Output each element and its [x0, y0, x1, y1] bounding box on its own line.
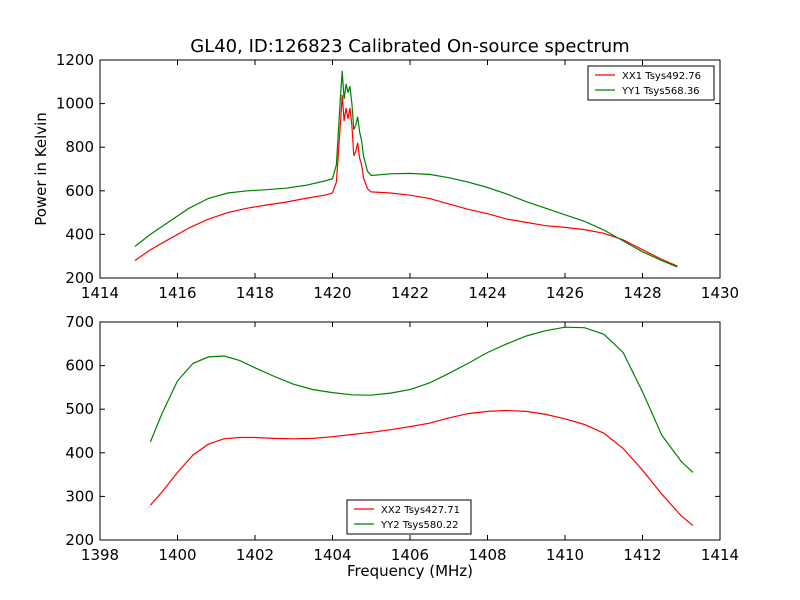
x-tick-label: 1402 — [236, 546, 274, 564]
x-tick-label: 1426 — [546, 284, 584, 302]
x-tick-label: 1398 — [81, 546, 119, 564]
x-tick-label: 1408 — [468, 546, 506, 564]
figure-title: GL40, ID:126823 Calibrated On-source spe… — [190, 36, 629, 57]
y-tick-label: 600 — [65, 182, 94, 200]
y-tick-label: 500 — [65, 400, 94, 418]
x-tick-label: 1400 — [158, 546, 196, 564]
series-line-xx-2 — [149, 409, 694, 527]
series-line-yy-2 — [149, 326, 694, 473]
x-axis-label: Frequency (MHz) — [347, 562, 473, 580]
y-tick-label: 600 — [65, 357, 94, 375]
x-tick-label: 1406 — [391, 546, 429, 564]
y-tick-label: 700 — [65, 313, 94, 331]
series-line-xx-1 — [134, 94, 678, 267]
legend-box — [587, 65, 715, 101]
x-tick-label: 1404 — [313, 546, 351, 564]
legend-box — [346, 499, 472, 535]
legend: XX2 Tsys427.71 YY2 Tsys580.22 — [346, 499, 472, 535]
legend-label: YY2 Tsys580.22 — [380, 520, 459, 531]
y-tick-label: 1200 — [56, 51, 94, 69]
x-tick-label: 1424 — [468, 284, 506, 302]
legend: XX1 Tsys492.76 YY1 Tsys568.36 — [587, 65, 715, 101]
y-axis-label: Power in Kelvin — [32, 112, 50, 226]
legend-label: YY1 Tsys568.36 — [621, 86, 700, 97]
x-tick-label: 1414 — [81, 284, 119, 302]
y-tick-label: 200 — [65, 269, 94, 287]
bottom-plot: 1398 1400 1402 1404 1406 1408 1410 1412 1414 200 3… — [65, 313, 739, 580]
x-tick-label: 1422 — [391, 284, 429, 302]
x-tick-label: 1410 — [546, 546, 584, 564]
y-tick-label: 200 — [65, 531, 94, 549]
top-plot: 1414 1416 1418 1420 1422 1424 1426 1428 1430 200 4… — [32, 51, 739, 302]
x-tick-label: 1430 — [701, 284, 739, 302]
x-tick-label: 1412 — [623, 546, 661, 564]
x-tick-label: 1420 — [313, 284, 351, 302]
y-tick-label: 800 — [65, 138, 94, 156]
y-tick-label: 400 — [65, 225, 94, 243]
y-tick-label: 300 — [65, 487, 94, 505]
x-tick-label: 1416 — [158, 284, 196, 302]
y-tick-label: 400 — [65, 444, 94, 462]
x-tick-label: 1414 — [701, 546, 739, 564]
x-tick-label: 1428 — [623, 284, 661, 302]
x-tick-label: 1418 — [236, 284, 274, 302]
y-tick-label: 1000 — [56, 95, 94, 113]
series-line-yy-1 — [134, 70, 678, 268]
legend-label: XX1 Tsys492.76 — [622, 71, 701, 82]
legend-label: XX2 Tsys427.71 — [381, 505, 460, 516]
